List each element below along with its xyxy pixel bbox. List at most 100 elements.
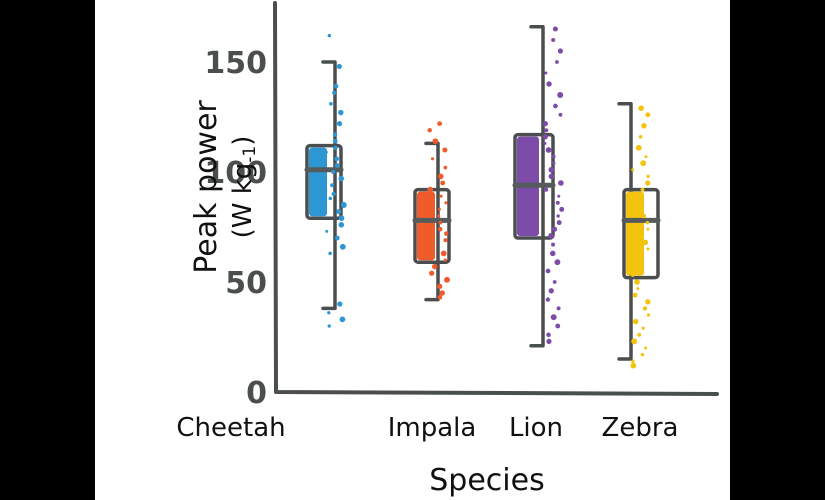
data-point: [646, 247, 650, 251]
data-point: [638, 260, 642, 265]
data-point: [430, 157, 435, 161]
data-point: [546, 81, 552, 87]
data-point: [440, 250, 447, 257]
data-point: [437, 207, 441, 211]
data-point: [637, 332, 642, 337]
data-point: [545, 268, 551, 274]
data-point: [439, 194, 443, 198]
y-tick-label: 50: [225, 266, 267, 301]
data-point: [333, 138, 338, 144]
data-point: [632, 292, 638, 298]
data-point: [432, 138, 439, 145]
y-tick-label: 150: [204, 46, 267, 81]
data-point: [333, 145, 338, 151]
data-point: [542, 120, 548, 127]
data-point: [545, 297, 551, 302]
data-point: [634, 233, 640, 239]
data-point: [336, 209, 342, 215]
data-point: [548, 166, 555, 173]
x-axis-title: Species: [429, 463, 544, 498]
data-point: [440, 180, 446, 186]
whisker: [321, 60, 337, 311]
data-point: [339, 316, 346, 323]
data-point: [548, 173, 555, 180]
data-point: [327, 33, 331, 38]
data-point: [635, 144, 642, 151]
data-point: [444, 201, 448, 205]
data-point: [556, 220, 562, 226]
data-point: [552, 280, 557, 284]
data-point: [553, 103, 558, 109]
data-point: [546, 338, 552, 345]
data-point: [634, 279, 640, 285]
data-point: [557, 194, 561, 198]
data-point: [552, 26, 558, 32]
data-point: [331, 191, 336, 197]
data-point: [631, 194, 636, 199]
data-point: [332, 90, 337, 95]
x-category-label: Lion: [509, 413, 563, 443]
data-point: [631, 200, 638, 206]
data-point: [338, 222, 345, 228]
data-point: [631, 168, 635, 172]
data-point: [630, 362, 637, 369]
data-point: [556, 306, 561, 311]
data-point: [339, 243, 346, 250]
data-point: [329, 101, 333, 106]
data-point: [443, 276, 450, 283]
data-point: [644, 346, 648, 350]
data-point: [340, 202, 347, 208]
data-point: [551, 37, 556, 43]
data-point: [642, 306, 648, 311]
data-point: [638, 105, 644, 112]
data-point: [545, 147, 552, 153]
data-point: [334, 156, 340, 162]
data-point: [552, 161, 556, 165]
data-point: [331, 169, 336, 175]
data-point: [550, 250, 556, 257]
data-point: [328, 251, 332, 256]
data-point: [645, 299, 651, 305]
data-point: [641, 123, 647, 129]
data-point: [631, 359, 635, 363]
data-point: [646, 174, 650, 179]
data-point: [631, 338, 638, 345]
data-point: [338, 175, 345, 182]
data-point: [333, 83, 339, 89]
data-point: [437, 226, 443, 232]
data-point: [556, 214, 560, 218]
data-point: [551, 242, 556, 247]
data-point: [334, 235, 340, 241]
data-point: [555, 323, 561, 329]
axes-line: [273, 1, 719, 396]
data-point: [427, 127, 432, 133]
data-point: [636, 287, 640, 291]
data-point: [543, 141, 547, 145]
data-point: [631, 273, 635, 278]
data-point: [646, 227, 650, 231]
data-point: [551, 154, 556, 159]
y-axis-title: Peak power: [189, 100, 224, 274]
data-point: [327, 311, 331, 315]
data-point: [444, 231, 449, 236]
data-point: [427, 244, 432, 249]
data-point: [437, 283, 443, 290]
y-axis-unit-suffix: ): [228, 136, 258, 146]
data-point: [332, 132, 338, 137]
data-point: [337, 301, 343, 307]
y-axis-unit-exponent: -1: [240, 146, 260, 163]
data-point: [443, 258, 447, 262]
data-point: [638, 134, 643, 139]
data-point: [437, 214, 441, 218]
data-point: [543, 187, 549, 192]
data-point: [338, 215, 345, 221]
data-point: [429, 270, 435, 276]
data-point: [437, 173, 444, 180]
data-point: [431, 263, 438, 270]
x-category-label: Cheetah: [176, 413, 285, 443]
data-point: [442, 147, 448, 153]
data-point: [542, 134, 548, 140]
data-point: [328, 196, 333, 201]
data-point: [642, 239, 649, 246]
